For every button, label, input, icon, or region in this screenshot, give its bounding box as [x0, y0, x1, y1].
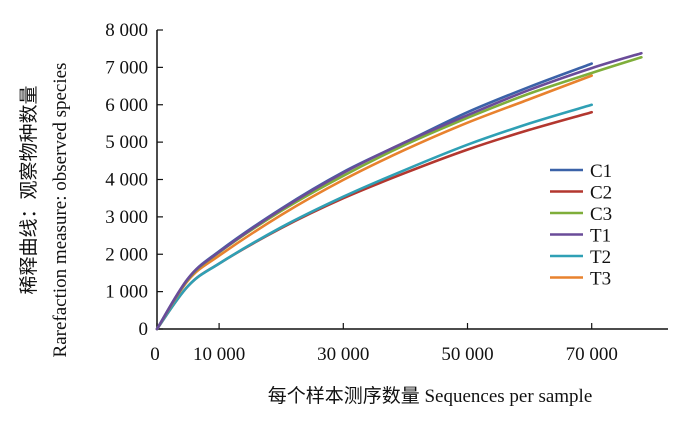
series-lines [155, 51, 643, 331]
series-line-t2 [155, 103, 593, 331]
x-tick-label: 70 000 [566, 344, 618, 365]
y-axis-label-cn: 稀释曲线：观察物种数量 [18, 85, 40, 294]
y-axis-label-en: Rarefaction measure: observed species [50, 63, 71, 358]
series-line-c1 [155, 62, 593, 331]
y-axis-ticks: 0 1 000 2 000 3 000 4 000 5 000 6 000 7 000 8 00… [105, 20, 163, 340]
x-axis-ticks: 0 10 000 30 000 50 000 70 000 [150, 323, 618, 365]
x-tick-label: 0 [150, 344, 160, 365]
y-tick-label: 5 000 [105, 132, 148, 153]
legend-label-t2: T2 [590, 247, 611, 268]
series-line-c2 [155, 110, 593, 331]
x-tick-label: 50 000 [441, 344, 493, 365]
x-tick-label: 30 000 [317, 344, 369, 365]
series-line-t1 [155, 51, 643, 331]
y-tick-label: 8 000 [105, 20, 148, 41]
legend-label-c3: C3 [590, 204, 612, 225]
legend-label-c2: C2 [590, 183, 612, 204]
series-line-c3 [155, 56, 643, 331]
x-tick-label: 10 000 [193, 344, 245, 365]
y-tick-label: 6 000 [105, 95, 148, 116]
legend-label-t1: T1 [590, 226, 611, 247]
y-tick-label: 0 [139, 319, 149, 340]
y-tick-label: 7 000 [105, 57, 148, 78]
legend-label-t3: T3 [590, 269, 611, 290]
series-line-t3 [155, 74, 593, 331]
y-tick-label: 1 000 [105, 282, 148, 303]
legend-label-c1: C1 [590, 161, 612, 182]
x-axis-label: 每个样本测序数量 Sequences per sample [268, 385, 593, 407]
y-tick-label: 3 000 [105, 207, 148, 228]
y-tick-label: 2 000 [105, 244, 148, 265]
y-tick-label: 4 000 [105, 170, 148, 191]
